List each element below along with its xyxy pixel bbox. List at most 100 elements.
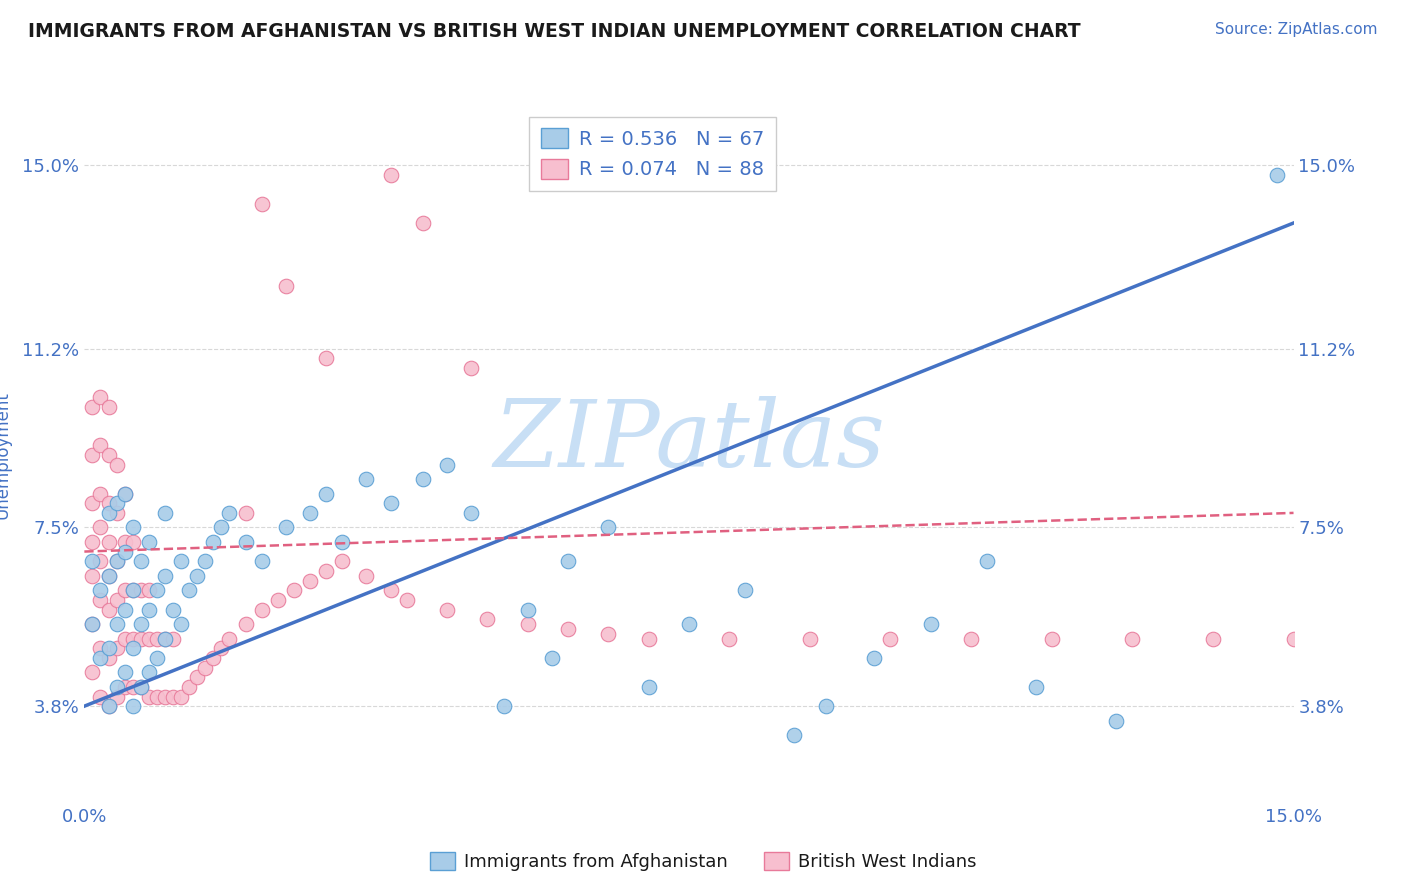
Point bbox=[138, 632, 160, 646]
Point bbox=[1202, 632, 1225, 646]
Point bbox=[97, 535, 120, 549]
Point bbox=[105, 554, 128, 568]
Point bbox=[557, 554, 579, 568]
Point bbox=[598, 520, 620, 534]
Point bbox=[97, 699, 120, 714]
Point bbox=[516, 602, 538, 616]
Point bbox=[380, 496, 402, 510]
Point bbox=[138, 690, 160, 704]
Point bbox=[637, 680, 659, 694]
Point bbox=[105, 690, 128, 704]
Point bbox=[783, 728, 806, 742]
Point bbox=[138, 535, 160, 549]
Point bbox=[146, 632, 169, 646]
Point bbox=[218, 632, 240, 646]
Point bbox=[162, 632, 184, 646]
Point bbox=[678, 617, 700, 632]
Point bbox=[170, 554, 193, 568]
Point bbox=[299, 506, 322, 520]
Point bbox=[97, 641, 120, 656]
Point bbox=[97, 448, 120, 462]
Point bbox=[89, 438, 111, 452]
Point bbox=[89, 520, 111, 534]
Point bbox=[114, 632, 136, 646]
Point bbox=[283, 583, 305, 598]
Point bbox=[121, 535, 143, 549]
Point bbox=[162, 602, 184, 616]
Point bbox=[814, 699, 837, 714]
Point bbox=[460, 506, 482, 520]
Point bbox=[250, 554, 273, 568]
Point bbox=[492, 699, 515, 714]
Point bbox=[138, 602, 160, 616]
Point bbox=[920, 617, 942, 632]
Point bbox=[114, 583, 136, 598]
Point bbox=[380, 583, 402, 598]
Point bbox=[153, 632, 176, 646]
Point bbox=[114, 486, 136, 500]
Point bbox=[89, 690, 111, 704]
Point bbox=[1105, 714, 1128, 728]
Point bbox=[97, 400, 120, 414]
Point bbox=[976, 554, 998, 568]
Point bbox=[267, 592, 290, 607]
Point bbox=[395, 592, 418, 607]
Point bbox=[179, 680, 201, 694]
Point bbox=[97, 651, 120, 665]
Point bbox=[97, 506, 120, 520]
Point bbox=[718, 632, 741, 646]
Point bbox=[209, 641, 232, 656]
Point bbox=[82, 448, 104, 462]
Point bbox=[105, 680, 128, 694]
Point bbox=[274, 520, 297, 534]
Point bbox=[129, 554, 152, 568]
Point bbox=[162, 690, 184, 704]
Point bbox=[186, 670, 208, 684]
Point bbox=[105, 592, 128, 607]
Point bbox=[380, 168, 402, 182]
Point bbox=[129, 632, 152, 646]
Point bbox=[274, 278, 297, 293]
Text: ZIPatlas: ZIPatlas bbox=[494, 396, 884, 486]
Point bbox=[121, 583, 143, 598]
Point bbox=[82, 617, 104, 632]
Point bbox=[105, 506, 128, 520]
Point bbox=[235, 617, 257, 632]
Point bbox=[1040, 632, 1063, 646]
Point bbox=[879, 632, 901, 646]
Text: Source: ZipAtlas.com: Source: ZipAtlas.com bbox=[1215, 22, 1378, 37]
Point bbox=[799, 632, 821, 646]
Point bbox=[114, 680, 136, 694]
Point bbox=[1282, 632, 1305, 646]
Point bbox=[436, 602, 458, 616]
Point bbox=[114, 535, 136, 549]
Point bbox=[129, 680, 152, 694]
Point bbox=[97, 496, 120, 510]
Point bbox=[114, 602, 136, 616]
Point bbox=[436, 458, 458, 472]
Point bbox=[105, 496, 128, 510]
Point bbox=[97, 568, 120, 582]
Point bbox=[146, 583, 169, 598]
Point bbox=[299, 574, 322, 588]
Point bbox=[82, 496, 104, 510]
Point bbox=[105, 617, 128, 632]
Point bbox=[121, 632, 143, 646]
Legend: Immigrants from Afghanistan, British West Indians: Immigrants from Afghanistan, British Wes… bbox=[422, 846, 984, 879]
Point bbox=[121, 520, 143, 534]
Point bbox=[121, 699, 143, 714]
Point bbox=[153, 690, 176, 704]
Point bbox=[863, 651, 886, 665]
Point bbox=[89, 554, 111, 568]
Point bbox=[153, 506, 176, 520]
Point bbox=[97, 699, 120, 714]
Point bbox=[89, 390, 111, 404]
Point bbox=[105, 458, 128, 472]
Point bbox=[1121, 632, 1143, 646]
Point bbox=[82, 665, 104, 680]
Point bbox=[114, 544, 136, 558]
Point bbox=[186, 568, 208, 582]
Point bbox=[179, 583, 201, 598]
Point bbox=[356, 568, 378, 582]
Point bbox=[138, 665, 160, 680]
